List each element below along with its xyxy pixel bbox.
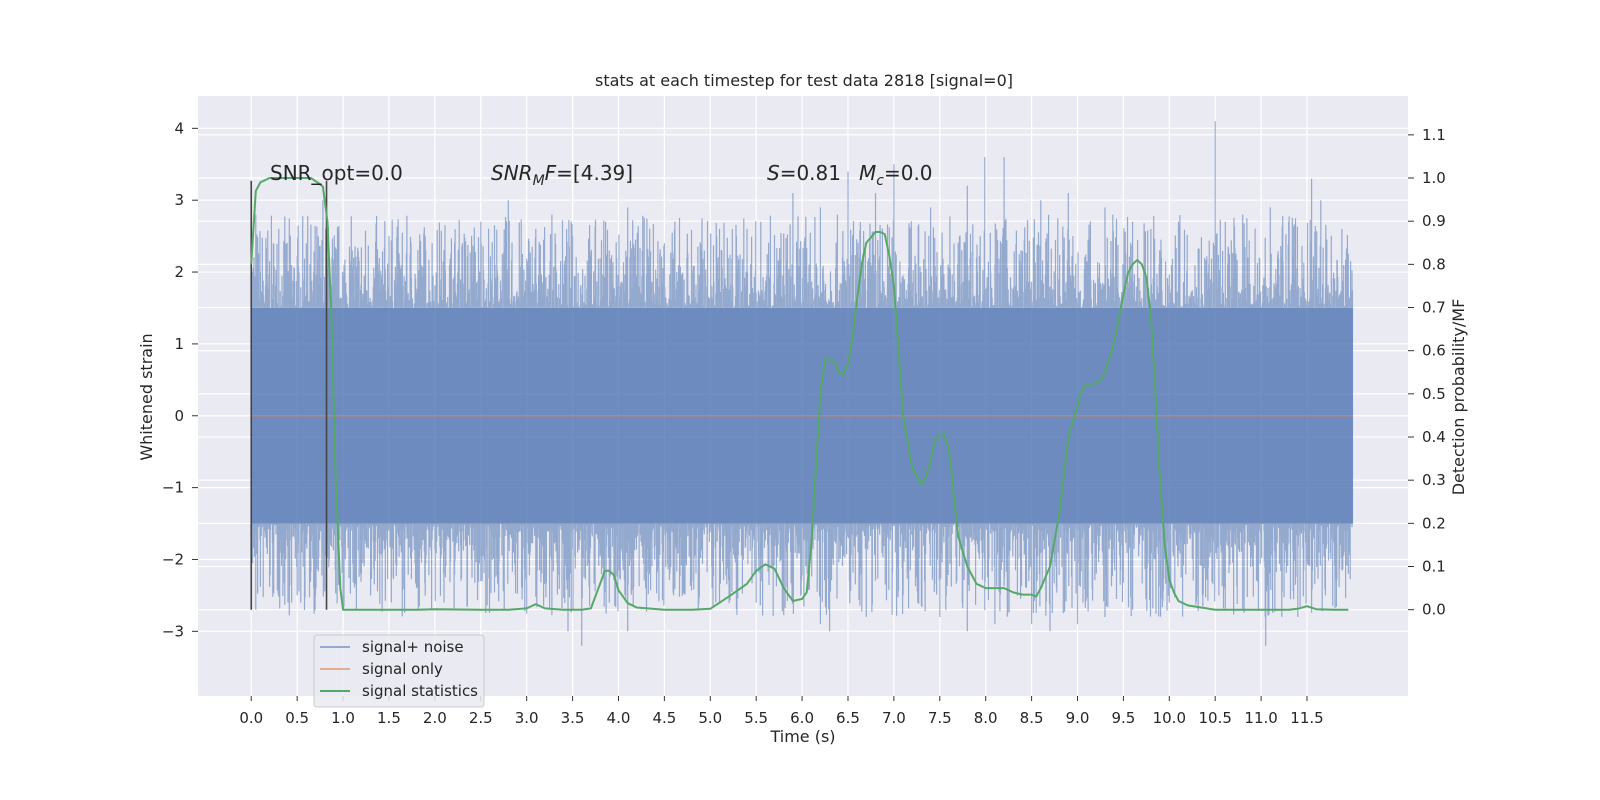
annotation-snr-mf: SNRMF=[4.39] (491, 161, 633, 189)
legend-label-signal-noise: signal+ noise (362, 638, 464, 656)
x-tick-label: 9.0 (1066, 709, 1090, 727)
x-tick-label: 7.5 (928, 709, 952, 727)
x-tick-label: 0.0 (239, 709, 263, 727)
left-y-tick-label: 3 (174, 191, 184, 209)
signal-statistics-line (250, 177, 1349, 611)
x-tick-label: 10.0 (1153, 709, 1186, 727)
left-y-tick-label: 1 (174, 335, 184, 353)
x-tick-label: 5.5 (744, 709, 768, 727)
x-tick-label: 1.5 (377, 709, 401, 727)
series-signal-statistics (250, 177, 1349, 611)
x-tick-label: 6.0 (790, 709, 814, 727)
right-y-axis-label: Detection probability/MF (1449, 299, 1468, 496)
left-y-tick-label: 0 (174, 407, 184, 425)
annotation-snr-opt: SNR_opt=0.0 (270, 161, 403, 185)
left-y-axis-ticks: −3 −2 −1 0 1 2 3 4 (162, 119, 198, 640)
right-y-tick-label: 0.7 (1422, 299, 1446, 317)
right-y-tick-label: 0.9 (1422, 212, 1446, 230)
x-tick-label: 11.5 (1290, 709, 1323, 727)
right-y-axis-ticks: 0.0 0.1 0.2 0.3 0.4 0.5 0.6 0.7 0.8 0.9 1.0 1.1 (1408, 126, 1446, 619)
x-tick-label: 5.0 (698, 709, 722, 727)
x-axis-label: Time (s) (769, 727, 835, 746)
right-y-tick-label: 0.1 (1422, 558, 1446, 576)
legend-box (313, 634, 485, 708)
x-tick-label: 0.5 (285, 709, 309, 727)
left-y-tick-label: −3 (162, 622, 184, 640)
left-y-tick-label: −2 (162, 550, 184, 568)
right-y-tick-label: 0.2 (1422, 514, 1446, 532)
right-y-tick-label: 0.5 (1422, 385, 1446, 403)
x-tick-label: 4.0 (607, 709, 631, 727)
x-tick-label: 1.0 (331, 709, 355, 727)
legend: signal+ noise signal only signal statist… (313, 634, 485, 708)
right-y-tick-label: 0.0 (1422, 601, 1446, 619)
legend-label-signal-statistics: signal statistics (362, 682, 478, 700)
x-tick-label: 10.5 (1199, 709, 1232, 727)
right-y-tick-label: 1.1 (1422, 126, 1446, 144)
left-y-axis-label: Whitened strain (137, 333, 156, 460)
x-tick-label: 7.0 (882, 709, 906, 727)
x-tick-label: 6.5 (836, 709, 860, 727)
x-tick-label: 3.5 (561, 709, 585, 727)
x-axis-ticks: 0.0 0.5 1.0 1.5 2.0 2.5 3.0 3.5 4.0 4.5 5.0 5.5 6.0 6… (239, 696, 1324, 727)
legend-label-signal-only: signal only (362, 660, 443, 678)
x-tick-label: 11.0 (1244, 709, 1277, 727)
x-tick-label: 9.5 (1111, 709, 1135, 727)
annotation-mc: Mc=0.0 (859, 161, 933, 189)
chart-title: stats at each timestep for test data 281… (595, 71, 1013, 90)
right-y-tick-label: 0.8 (1422, 255, 1446, 273)
x-tick-label: 3.0 (515, 709, 539, 727)
left-y-tick-label: 4 (174, 119, 184, 137)
x-tick-label: 2.5 (469, 709, 493, 727)
x-tick-label: 4.5 (652, 709, 676, 727)
right-y-tick-label: 0.4 (1422, 428, 1446, 446)
left-y-tick-label: 2 (174, 263, 184, 281)
left-y-tick-label: −1 (162, 479, 184, 497)
annotation-s: S=0.81 (767, 161, 841, 185)
x-tick-label: 8.0 (974, 709, 998, 727)
right-y-tick-label: 0.3 (1422, 471, 1446, 489)
x-tick-label: 8.5 (1020, 709, 1044, 727)
right-y-tick-label: 0.6 (1422, 342, 1446, 360)
x-tick-label: 2.0 (423, 709, 447, 727)
right-y-tick-label: 1.0 (1422, 169, 1446, 187)
